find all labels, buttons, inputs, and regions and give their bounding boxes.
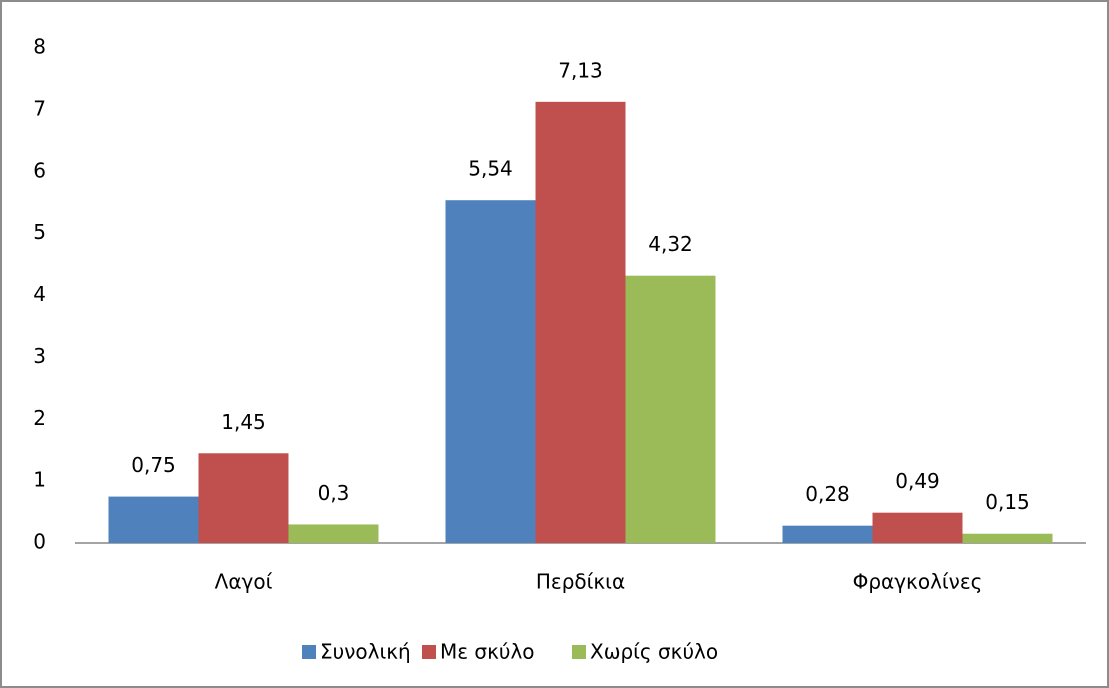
legend-label: Με σκύλο	[440, 640, 535, 664]
y-tick-label: 5	[33, 220, 46, 244]
data-label: 0,28	[805, 482, 850, 506]
x-tick-label: Φραγκολίνες	[853, 570, 983, 594]
bar	[625, 275, 716, 543]
y-tick-label: 1	[33, 468, 46, 492]
y-tick-label: 4	[33, 282, 46, 306]
bar	[445, 200, 536, 543]
bar	[535, 101, 626, 544]
data-label: 0,3	[318, 481, 350, 505]
y-tick-label: 2	[33, 406, 46, 430]
x-tick-label: Περδίκια	[536, 570, 625, 594]
x-tick-label: Λαγοί	[215, 570, 273, 594]
data-label: 0,75	[131, 453, 176, 477]
data-label: 0,15	[985, 490, 1030, 514]
legend-swatch	[422, 645, 436, 659]
data-label: 7,13	[558, 58, 603, 82]
bar	[108, 496, 199, 543]
y-tick-label: 6	[33, 158, 46, 182]
legend-label: Χωρίς σκύλο	[590, 640, 718, 664]
y-tick-label: 0	[33, 530, 46, 554]
legend-label: Συνολική	[320, 640, 411, 664]
y-tick-label: 3	[33, 344, 46, 368]
bar	[782, 525, 873, 543]
legend-swatch	[302, 645, 316, 659]
data-label: 4,32	[648, 232, 693, 256]
data-label: 1,45	[221, 410, 266, 434]
y-tick-label: 7	[33, 96, 46, 120]
bar	[288, 524, 379, 543]
bar	[198, 453, 289, 543]
data-label: 5,54	[468, 157, 513, 181]
y-tick-label: 8	[33, 35, 46, 59]
legend-swatch	[572, 645, 586, 659]
bar	[962, 533, 1053, 543]
bar	[872, 512, 963, 543]
data-label: 0,49	[895, 469, 940, 493]
